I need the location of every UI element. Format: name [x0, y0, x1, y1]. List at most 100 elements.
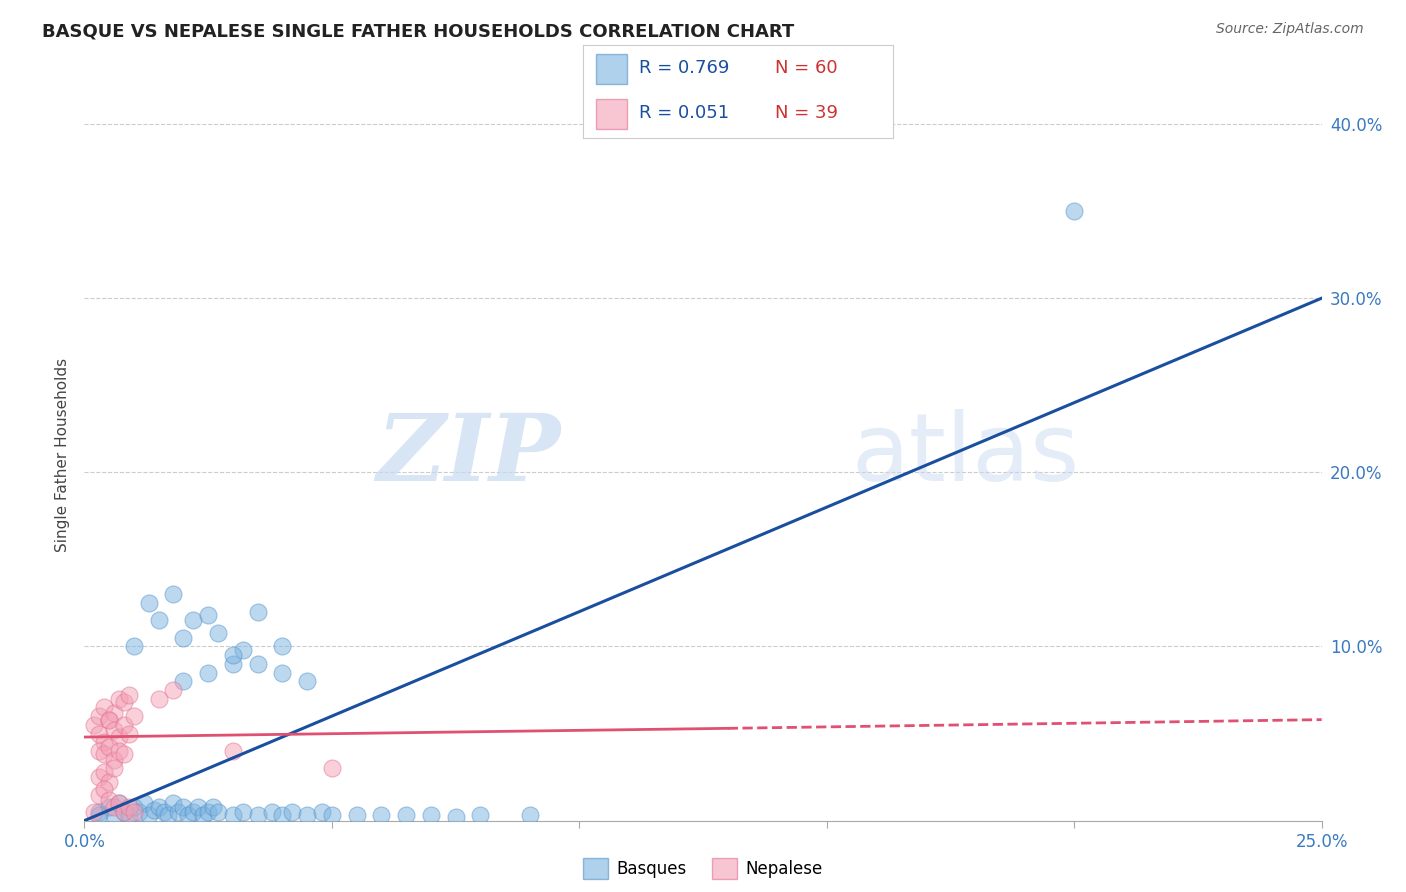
Point	[103, 761, 125, 775]
Y-axis label: Single Father Households: Single Father Households	[55, 358, 70, 552]
Bar	[596, 99, 627, 129]
Point	[128, 805, 150, 819]
Point	[152, 805, 174, 819]
Text: ZIP: ZIP	[377, 410, 561, 500]
Point	[122, 640, 145, 654]
Point	[197, 608, 219, 623]
Point	[395, 808, 418, 822]
Point	[222, 744, 245, 758]
Point	[98, 775, 121, 789]
Point	[181, 613, 204, 627]
Point	[98, 740, 121, 755]
Point	[222, 808, 245, 822]
Text: N = 39: N = 39	[775, 104, 838, 122]
Point	[122, 805, 145, 819]
Point	[222, 657, 245, 671]
Point	[232, 805, 254, 819]
Point	[311, 805, 333, 819]
Point	[83, 718, 105, 732]
Point	[148, 613, 170, 627]
Point	[207, 805, 229, 819]
Point	[419, 808, 441, 822]
Point	[321, 808, 343, 822]
Point	[346, 808, 368, 822]
Point	[98, 713, 121, 727]
Point	[470, 808, 492, 822]
Text: atlas: atlas	[852, 409, 1080, 501]
Point	[103, 799, 125, 814]
Point	[187, 799, 209, 814]
Point	[444, 810, 467, 824]
Point	[98, 793, 121, 807]
Point	[103, 723, 125, 737]
Point	[108, 730, 131, 744]
Point	[207, 625, 229, 640]
Point	[172, 674, 194, 689]
Point	[108, 796, 131, 810]
Bar	[596, 54, 627, 84]
Point	[271, 640, 294, 654]
Point	[118, 799, 141, 814]
Point	[98, 713, 121, 727]
Point	[93, 735, 115, 749]
Point	[232, 643, 254, 657]
Text: Source: ZipAtlas.com: Source: ZipAtlas.com	[1216, 22, 1364, 37]
Text: R = 0.769: R = 0.769	[640, 60, 730, 78]
Point	[202, 799, 225, 814]
Point	[103, 808, 125, 822]
Point	[118, 688, 141, 702]
Point	[138, 596, 160, 610]
Point	[83, 805, 105, 819]
Point	[89, 788, 111, 802]
Text: BASQUE VS NEPALESE SINGLE FATHER HOUSEHOLDS CORRELATION CHART: BASQUE VS NEPALESE SINGLE FATHER HOUSEHO…	[42, 22, 794, 40]
Point	[177, 808, 200, 822]
Point	[262, 805, 284, 819]
Point	[112, 805, 135, 819]
Text: N = 60: N = 60	[775, 60, 838, 78]
Point	[142, 803, 165, 817]
Point	[93, 782, 115, 797]
Point	[162, 683, 184, 698]
Point	[246, 808, 269, 822]
Point	[167, 805, 190, 819]
Point	[89, 726, 111, 740]
Point	[98, 799, 121, 814]
Point	[112, 747, 135, 762]
Point	[103, 753, 125, 767]
Text: R = 0.051: R = 0.051	[640, 104, 730, 122]
Point	[108, 691, 131, 706]
Point	[112, 718, 135, 732]
Point	[222, 648, 245, 663]
Point	[148, 799, 170, 814]
Point	[281, 805, 304, 819]
Point	[197, 805, 219, 819]
Point	[93, 700, 115, 714]
Point	[108, 796, 131, 810]
Point	[181, 805, 204, 819]
Point	[118, 808, 141, 822]
Point	[132, 796, 155, 810]
Point	[295, 808, 318, 822]
Point	[157, 808, 180, 822]
Point	[246, 605, 269, 619]
Point	[271, 665, 294, 680]
Point	[108, 744, 131, 758]
Legend: Basques, Nepalese: Basques, Nepalese	[576, 852, 830, 886]
Point	[89, 709, 111, 723]
Point	[138, 808, 160, 822]
Point	[370, 808, 392, 822]
Point	[118, 726, 141, 740]
Point	[112, 695, 135, 709]
Point	[112, 805, 135, 819]
Point	[172, 631, 194, 645]
Point	[93, 764, 115, 779]
Point	[103, 706, 125, 720]
Point	[122, 799, 145, 814]
Point	[246, 657, 269, 671]
Point	[295, 674, 318, 689]
Point	[89, 744, 111, 758]
Point	[89, 805, 111, 819]
Point	[162, 587, 184, 601]
Point	[1063, 204, 1085, 219]
Point	[89, 770, 111, 784]
